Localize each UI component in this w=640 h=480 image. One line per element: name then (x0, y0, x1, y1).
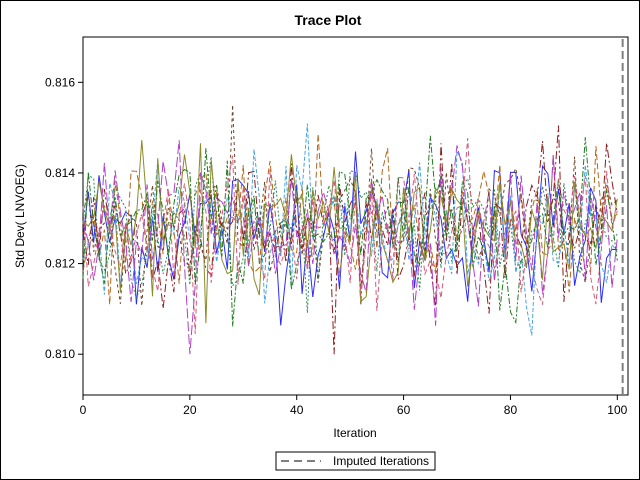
trace-series-9 (82, 135, 618, 327)
y-axis-label: Std Dev( LNVOEG) (13, 164, 27, 268)
x-tick-label: 100 (607, 403, 627, 417)
trace-series-3 (82, 156, 618, 314)
y-axis: 0.810 0.812 0.814 0.816 (45, 75, 83, 361)
x-tick-label: 40 (290, 403, 304, 417)
y-tick-label: 0.812 (45, 257, 75, 271)
series-layer (82, 104, 618, 355)
legend: Imputed Iterations (275, 451, 436, 471)
y-tick-label: 0.816 (45, 75, 75, 89)
trace-series-10 (82, 138, 618, 334)
plot-area (82, 36, 629, 396)
trace-series-5 (82, 123, 618, 336)
legend-label: Imputed Iterations (333, 454, 429, 468)
x-tick-label: 0 (80, 403, 87, 417)
y-tick-label: 0.810 (45, 347, 75, 361)
chart-title: Trace Plot (295, 12, 362, 28)
x-tick-label: 80 (504, 403, 518, 417)
y-tick-label: 0.814 (45, 166, 75, 180)
x-tick-label: 60 (397, 403, 411, 417)
trace-series-4 (82, 125, 618, 355)
legend-box (275, 451, 436, 471)
trace-series-2 (82, 133, 618, 305)
x-axis-label: Iteration (333, 426, 376, 440)
x-axis: 0 20 40 60 80 100 (80, 395, 628, 417)
x-tick-label: 20 (183, 403, 197, 417)
